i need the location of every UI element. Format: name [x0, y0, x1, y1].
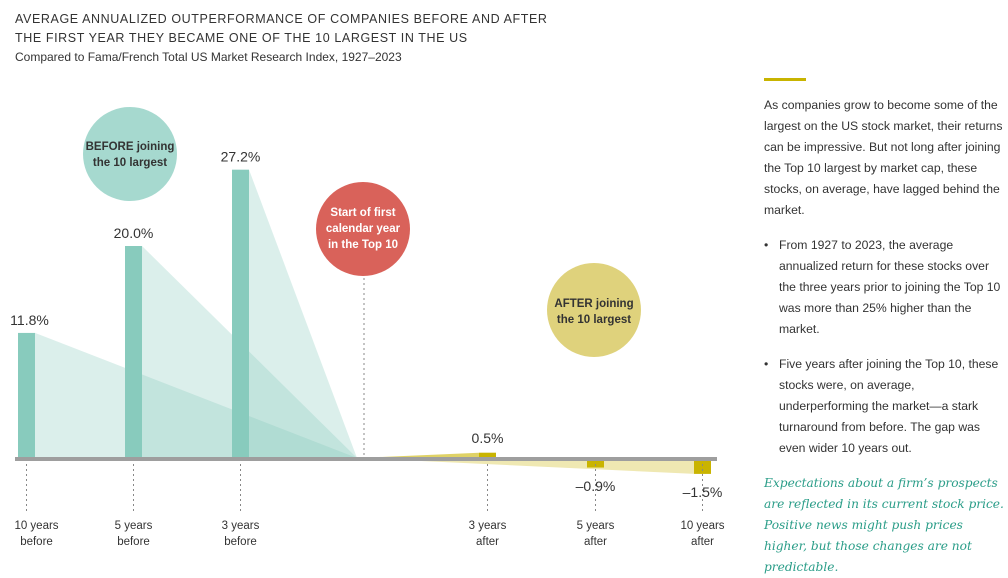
after-circle-label: AFTER joining: [554, 298, 633, 310]
tick-label: 3 years: [469, 520, 507, 532]
sidebar-intro: As companies grow to become some of the …: [764, 98, 1003, 217]
after-circle-label: the 10 largest: [557, 314, 631, 326]
tick-label: 5 years: [115, 520, 153, 532]
before-wedge: [142, 246, 357, 458]
bar-10-years-before: [18, 332, 35, 458]
tick-label: before: [117, 536, 150, 548]
tick-label: before: [224, 536, 257, 548]
bar-3-years-after: [479, 452, 496, 458]
tick-label: after: [584, 536, 607, 548]
tick-label: after: [476, 536, 499, 548]
chart-title: AVERAGE ANNUALIZED OUTPERFORMANCE OF COM…: [15, 10, 548, 48]
after-circle: [547, 263, 641, 357]
value-label: –0.9%: [576, 478, 616, 494]
sidebar: As companies grow to become some of the …: [764, 78, 1004, 578]
tick-label: after: [691, 536, 714, 548]
before-circle-label: BEFORE joining: [86, 141, 175, 153]
outperformance-chart: 11.8% 20.0% 27.2% 0.5% –0.9% –1.5% 10 years bef…: [10, 107, 725, 548]
bar-5-years-after: [587, 458, 604, 468]
tick-label: 10 years: [680, 520, 724, 532]
sidebar-quote: Expectations about a firm’s prospects ar…: [764, 476, 1004, 574]
after-wedge-top: [357, 452, 479, 458]
center-circle-label: in the Top 10: [328, 239, 398, 251]
sidebar-bullets: From 1927 to 2023, the average annualize…: [764, 235, 1004, 459]
value-label: 0.5%: [472, 430, 504, 446]
value-label: 11.8%: [10, 312, 49, 328]
center-circle-label: calendar year: [326, 223, 401, 235]
value-label: 20.0%: [114, 225, 154, 241]
bar-3-years-before: [232, 169, 249, 458]
sidebar-bullet: From 1927 to 2023, the average annualize…: [764, 235, 1004, 340]
after-wedge: [357, 458, 694, 474]
chart-title-line1: AVERAGE ANNUALIZED OUTPERFORMANCE OF COM…: [15, 12, 548, 26]
sidebar-accent-rule: [764, 78, 806, 81]
value-label: 27.2%: [221, 149, 261, 165]
center-circle-label: Start of first: [330, 207, 395, 219]
value-label: –1.5%: [683, 484, 723, 500]
bar-5-years-before: [125, 246, 142, 458]
chart-title-line2: THE FIRST YEAR THEY BECAME ONE OF THE 10…: [15, 31, 468, 45]
before-wedge: [249, 169, 357, 458]
sidebar-bullet: Five years after joining the Top 10, the…: [764, 354, 1004, 459]
before-circle: [83, 107, 177, 201]
tick-label: 3 years: [222, 520, 260, 532]
x-axis-line: [15, 457, 717, 461]
tick-label: 10 years: [14, 520, 58, 532]
tick-label: before: [20, 536, 53, 548]
before-wedge: [35, 332, 357, 458]
before-circle-label: the 10 largest: [93, 157, 167, 169]
tick-label: 5 years: [577, 520, 615, 532]
center-circle: [316, 182, 410, 276]
chart-subtitle: Compared to Fama/French Total US Market …: [15, 50, 402, 64]
